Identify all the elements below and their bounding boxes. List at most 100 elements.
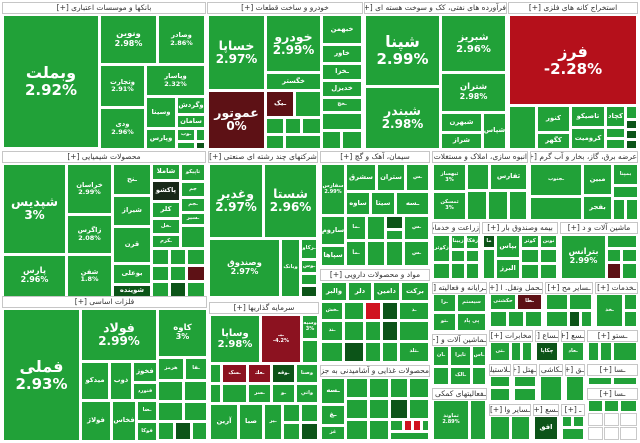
sector-header-aux_financial[interactable]: ـفعالیتهای کمکی [+]	[432, 388, 487, 400]
tile-ـما[interactable]: ـما	[346, 216, 366, 240]
tile[interactable]	[342, 131, 362, 149]
tile-شراز[interactable]: شراز	[441, 133, 482, 149]
tile-واتي[interactable]: واتي	[296, 384, 318, 403]
tile-ودی[interactable]: ودی 2.96%	[100, 108, 145, 149]
tile-فنورد[interactable]: فنورد	[133, 383, 157, 400]
tile[interactable]	[508, 311, 524, 327]
tile-زاگرس[interactable]: زاگرس 2.08%	[67, 215, 112, 254]
tile-ـجم[interactable]: ـجم	[181, 198, 205, 212]
tile-تایرا[interactable]: تایرا	[450, 346, 471, 366]
tile-سیتا[interactable]: سیتا	[371, 192, 395, 215]
tile[interactable]	[433, 263, 450, 279]
tile-ـاس[interactable]: ـاس	[472, 346, 486, 366]
tile[interactable]	[624, 294, 637, 310]
tile[interactable]	[390, 399, 408, 419]
tile[interactable]	[322, 131, 341, 149]
tile[interactable]	[514, 376, 536, 387]
tile-کگهر[interactable]: کگهر	[537, 133, 570, 149]
tile-کچاد[interactable]: کچاد	[606, 106, 625, 127]
tile-افق[interactable]: افق	[534, 416, 558, 440]
tile[interactable]	[624, 311, 637, 327]
tile-ـبـ[interactable]: ـبـ -4.2%	[261, 315, 301, 363]
tile[interactable]	[451, 250, 465, 262]
tile[interactable]	[321, 342, 343, 362]
tile[interactable]	[490, 416, 510, 440]
tile-مبین[interactable]: مبین	[583, 164, 612, 195]
sector-header-food[interactable]: محصولات غذایی و آشامیدنی به جز [+]	[320, 365, 430, 377]
tile[interactable]	[346, 378, 368, 398]
tile-نوین[interactable]: نوین	[540, 235, 557, 248]
tile[interactable]	[626, 140, 637, 149]
tile-ـیر[interactable]: ـیر	[264, 404, 282, 440]
tile[interactable]	[285, 135, 321, 149]
tile[interactable]	[390, 432, 429, 440]
tile-ستران[interactable]: ستران	[377, 164, 405, 191]
sector-header-cement[interactable]: سیمان، آهک و گچ [+]	[320, 151, 430, 163]
tile-سفارس[interactable]: سفارس 2.99%	[321, 164, 345, 215]
tile-ـس[interactable]: ـس	[406, 164, 429, 191]
tile-ـس[interactable]: ـس	[404, 216, 429, 240]
tile-ونوین[interactable]: ونوین 2.98%	[100, 15, 157, 64]
tile-وصندوق[interactable]: وصندوق 2.97%	[209, 239, 280, 297]
tile[interactable]	[344, 342, 364, 362]
tile[interactable]	[386, 230, 403, 240]
sector-header-rubber[interactable]: ـلاستیك [+]	[489, 364, 511, 376]
sector-header-mining[interactable]: استخراج کانه های فلزی [+]	[508, 2, 638, 14]
tile-زفکا[interactable]: زفکا	[466, 235, 479, 249]
tile[interactable]	[588, 400, 603, 412]
tile-ـسیر[interactable]: ـسیر	[181, 213, 205, 225]
tile[interactable]	[600, 342, 612, 361]
tile-ـسر[interactable]: ـسر	[248, 384, 271, 403]
tile[interactable]	[181, 226, 205, 248]
tile[interactable]	[158, 381, 183, 401]
tile-ـتلد[interactable]: ـتلد	[399, 342, 429, 362]
tile-خدیزل[interactable]: خدیزل	[322, 81, 362, 97]
tile-غز[interactable]: غز	[321, 426, 345, 440]
tile[interactable]	[488, 191, 508, 220]
tile-ـالک[interactable]: ـالک	[450, 367, 471, 385]
tile-شبریز[interactable]: شبریز 2.96%	[441, 15, 506, 72]
tile-سپاها[interactable]: سپاها	[321, 246, 345, 266]
tile[interactable]	[192, 422, 207, 440]
tile[interactable]	[509, 191, 527, 220]
tile[interactable]	[196, 129, 205, 141]
sector-header-misc_sto[interactable]: ـستو [+]	[587, 330, 638, 342]
tile[interactable]	[607, 249, 621, 262]
tile[interactable]	[620, 413, 637, 426]
tile[interactable]	[490, 388, 510, 401]
tile[interactable]	[170, 266, 186, 281]
sector-header-pharma[interactable]: مواد و محصولات دارویی [+]	[320, 269, 430, 281]
tile[interactable]	[540, 249, 557, 263]
tile-ثمسکن[interactable]: ثمسکن 3%	[433, 192, 466, 220]
tile-تاصیکو[interactable]: تاصیکو	[571, 106, 605, 127]
tile-بترانس[interactable]: بترانس 2.99%	[561, 235, 606, 279]
tile-ـد[interactable]: ـد	[399, 302, 429, 320]
tile[interactable]	[622, 249, 637, 262]
tile-خساپا[interactable]: خساپا 2.97%	[208, 15, 265, 90]
sector-header-machinery_electric[interactable]: ماشین آلات و د [+]	[560, 222, 638, 234]
tile[interactable]	[210, 384, 221, 403]
tile-ـوب[interactable]: ـوب	[177, 129, 195, 141]
tile-سامان[interactable]: سامان	[177, 115, 205, 128]
tile[interactable]	[422, 420, 429, 431]
tile[interactable]	[369, 378, 389, 398]
sector-header-real_estate[interactable]: انبوه سازی، املاک و مستغلات [+]	[432, 151, 528, 163]
tile[interactable]	[604, 427, 619, 440]
tile[interactable]	[451, 263, 465, 279]
tile[interactable]	[606, 128, 625, 138]
tile-شپنا[interactable]: شپنا 2.99%	[365, 15, 440, 86]
tile[interactable]	[344, 321, 364, 341]
tile-فملی[interactable]: فملی 2.93%	[3, 309, 80, 441]
tile[interactable]	[607, 235, 637, 248]
tile[interactable]	[626, 130, 637, 139]
tile[interactable]	[187, 266, 205, 281]
tile-ـعاد[interactable]: ـعاد	[562, 342, 584, 361]
tile-ـرکاو[interactable]: ـرکاو	[301, 239, 317, 259]
tile[interactable]	[399, 321, 429, 341]
tile-ـعك[interactable]: ـعك	[248, 364, 271, 383]
sector-header-oil[interactable]: فرآورده های نفتی، کک و سوخت هسته ای [+]	[364, 2, 507, 14]
tile-کنور[interactable]: کنور	[537, 106, 570, 132]
tile[interactable]	[196, 142, 205, 149]
tile[interactable]	[170, 282, 186, 297]
tile-ـخد[interactable]: ـخد	[596, 294, 623, 327]
